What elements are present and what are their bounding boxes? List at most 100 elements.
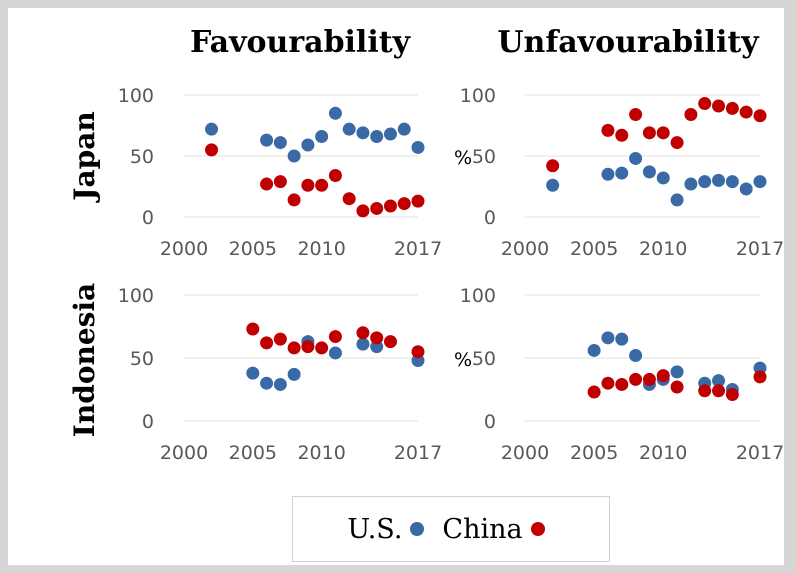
data-point-china (246, 322, 260, 336)
x-tick-label: 2017 (394, 442, 442, 464)
data-point-us (670, 193, 684, 207)
data-point-china (642, 372, 656, 386)
x-tick-label: 2010 (297, 238, 345, 260)
data-point-us (411, 140, 425, 154)
legend-dot-china (530, 522, 545, 536)
data-point-us (615, 166, 629, 180)
data-point-china (397, 197, 411, 211)
y-tick-label: 100 (460, 285, 496, 307)
data-point-china (301, 178, 315, 192)
data-point-china (753, 109, 767, 123)
y-tick-label: 0 (484, 411, 496, 433)
data-point-china (383, 199, 397, 213)
data-point-us (698, 175, 712, 189)
data-point-us (546, 178, 560, 192)
panel-title: Unfavourability (497, 25, 760, 60)
y-tick-label: 100 (118, 285, 154, 307)
data-point-china (601, 376, 615, 390)
x-tick-label: 2017 (394, 238, 442, 260)
data-point-us (273, 377, 287, 391)
y-tick-label: 100 (118, 85, 154, 107)
x-tick-label: 2017 (736, 442, 784, 464)
data-point-china (753, 370, 767, 384)
data-point-us (383, 127, 397, 141)
data-point-china (698, 384, 712, 398)
data-point-china (725, 101, 739, 115)
data-point-china (315, 341, 329, 355)
data-point-china (260, 177, 274, 191)
data-point-china (260, 336, 274, 350)
data-point-china (670, 380, 684, 394)
y-tick-label: 50 (130, 146, 154, 168)
y-tick-label: 0 (142, 207, 154, 229)
data-point-china (342, 192, 356, 206)
legend-label-china: China (442, 513, 523, 545)
data-point-china (656, 369, 670, 383)
data-point-china (273, 332, 287, 346)
chart-area: 0 50 100 2000 2005 2010 2017 Favourability Japan… (68, 25, 784, 464)
data-point-us (656, 171, 670, 185)
row-label: Indonesia (68, 283, 101, 437)
data-point-china (370, 201, 384, 215)
y-tick-label: 0 (484, 207, 496, 229)
data-point-us (273, 136, 287, 150)
data-point-us (328, 106, 342, 120)
x-tick-label: 2000 (160, 238, 208, 260)
data-point-china (383, 335, 397, 349)
data-point-us (712, 374, 726, 388)
data-point-us (260, 133, 274, 147)
data-point-china (273, 175, 287, 189)
data-point-china (356, 326, 370, 340)
panel-title: Favourability (190, 25, 412, 60)
x-tick-label: 2005 (229, 238, 277, 260)
data-point-us (587, 343, 601, 357)
data-point-us (739, 182, 753, 196)
data-point-us (712, 173, 726, 187)
x-tick-label: 2017 (736, 238, 784, 260)
data-point-us (356, 337, 370, 351)
data-point-china (370, 331, 384, 345)
x-tick-label: 2005 (570, 442, 618, 464)
data-point-us (287, 367, 301, 381)
data-point-china (587, 385, 601, 399)
y-axis-label: % (454, 147, 472, 169)
data-point-china (698, 97, 712, 111)
data-point-us (642, 165, 656, 179)
y-tick-label: 0 (142, 411, 154, 433)
data-point-us (342, 122, 356, 136)
data-point-china (670, 136, 684, 150)
data-point-china (615, 128, 629, 142)
data-point-china (684, 108, 698, 122)
data-point-us (615, 332, 629, 346)
data-point-china (712, 384, 726, 398)
x-tick-label: 2000 (160, 442, 208, 464)
data-point-china (287, 193, 301, 207)
data-point-china (411, 194, 425, 208)
data-point-us (370, 129, 384, 143)
data-point-us (725, 175, 739, 189)
y-tick-label: 50 (472, 146, 496, 168)
data-point-china (629, 372, 643, 386)
x-tick-label: 2000 (501, 442, 549, 464)
x-tick-label: 2005 (229, 442, 277, 464)
data-point-china (287, 341, 301, 355)
data-point-us (684, 177, 698, 191)
data-point-china (642, 126, 656, 140)
data-point-us (315, 129, 329, 143)
data-point-us (397, 122, 411, 136)
data-point-china (328, 330, 342, 344)
data-point-china (739, 105, 753, 119)
x-tick-label: 2005 (570, 238, 618, 260)
data-point-us (356, 126, 370, 140)
data-point-china (725, 388, 739, 402)
data-point-china (629, 108, 643, 122)
data-point-china (356, 204, 370, 218)
figure: 0 50 100 2000 2005 2010 2017 Favourability Japan… (8, 8, 784, 565)
data-point-us (205, 122, 219, 136)
data-point-us (629, 151, 643, 165)
legend-label-us: U.S. (347, 513, 403, 545)
data-point-china (712, 99, 726, 113)
data-point-us (670, 365, 684, 379)
x-tick-label: 2000 (501, 238, 549, 260)
data-point-us (629, 348, 643, 362)
